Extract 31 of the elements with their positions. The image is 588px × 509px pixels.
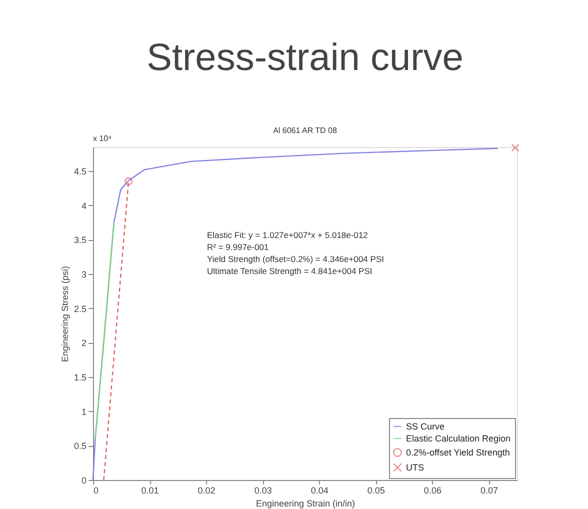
annotation: Yield Strength (offset=0.2%) = 4.346e+004 PSI xyxy=(207,254,384,264)
x-tick-label: 0.07 xyxy=(480,486,498,496)
y-tick-label: 3 xyxy=(81,270,86,280)
x-tick-label: 0.01 xyxy=(141,486,159,496)
legend-label: UTS xyxy=(406,462,424,472)
chart-title: Stress-strain curve xyxy=(146,37,464,79)
chart-subtitle: Al 6061 AR TD 08 xyxy=(273,126,338,135)
y-tick-label: 4.5 xyxy=(74,166,86,177)
y-tick-label: 0.5 xyxy=(74,441,86,452)
x-tick-label: 0.04 xyxy=(310,486,328,496)
x-tick-label: 0.02 xyxy=(198,486,216,496)
legend-label: Elastic Calculation Region xyxy=(406,434,511,444)
y-tick-label: 0 xyxy=(81,476,86,486)
y-tick-label: 1.5 xyxy=(74,372,86,383)
text: x 10⁴ xyxy=(93,134,112,143)
annotation: Elastic Fit: y = 1.027e+007*x + 5.018e-012 xyxy=(207,230,368,240)
legend-label: SS Curve xyxy=(406,422,445,432)
x-tick-label: 0 xyxy=(94,486,99,496)
y-tick-label: 3.5 xyxy=(74,235,86,246)
x-axis-title: Engineering Strain (in/in) xyxy=(256,498,356,508)
x-tick-label: 0.05 xyxy=(367,486,385,496)
legend-label: 0.2%-offset Yield Strength xyxy=(406,448,510,458)
annotation: R² = 9.997e-001 xyxy=(207,242,269,252)
y-axis-title: Engineering Stress (psi) xyxy=(60,266,70,362)
y-tick-label: 1 xyxy=(81,406,86,417)
x-tick-label: 0.03 xyxy=(254,486,272,496)
y-tick-label: 2.5 xyxy=(74,304,86,314)
annotation: Ultimate Tensile Strength = 4.841e+004 PSI xyxy=(207,266,372,276)
y-tick-label: 2 xyxy=(81,338,86,348)
y-tick-label: 4 xyxy=(81,200,86,211)
x-tick-label: 0.06 xyxy=(424,486,442,496)
